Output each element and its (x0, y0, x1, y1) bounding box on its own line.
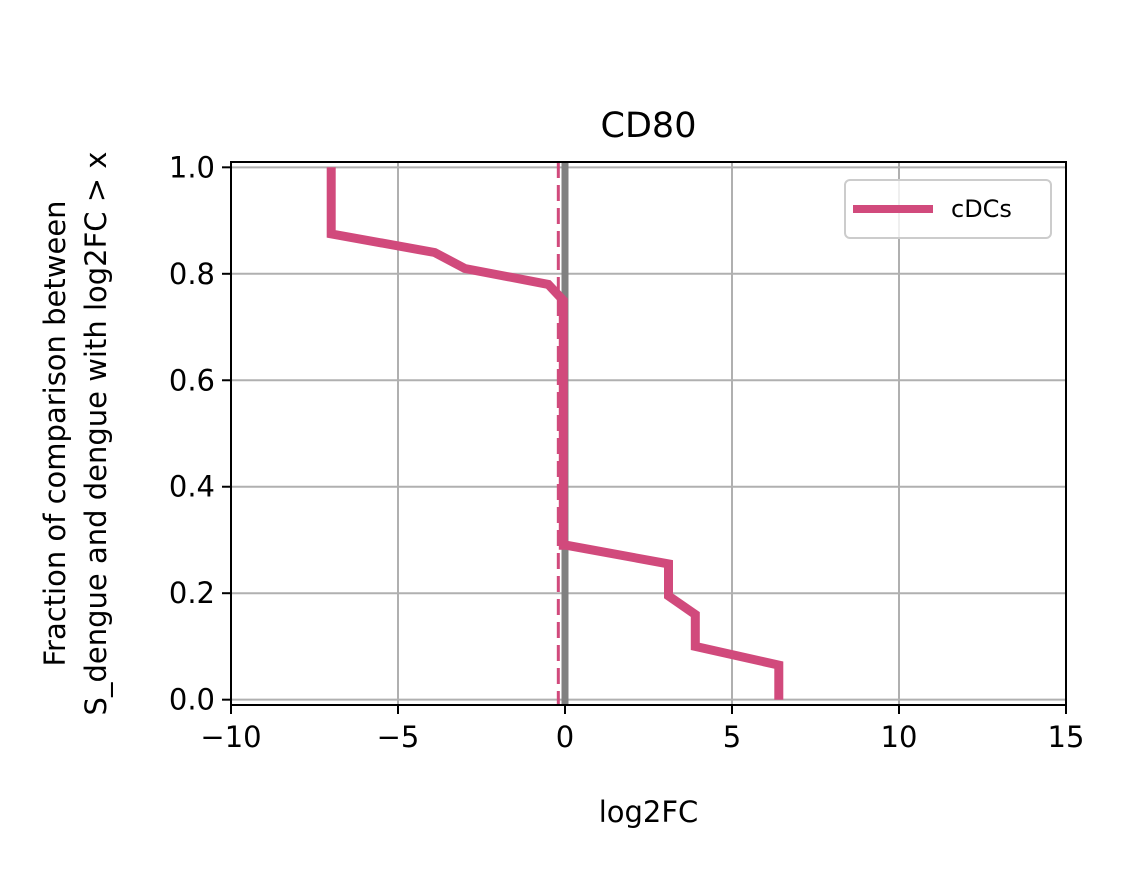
series-layer (326, 167, 784, 700)
y-tick-label: 0.2 (169, 576, 215, 610)
legend-label: cDCs (951, 195, 1012, 223)
x-tick-label: 5 (723, 720, 741, 754)
legend: cDCs (844, 179, 1052, 239)
grid (230, 162, 1067, 705)
x-tick-label: 15 (1048, 720, 1085, 754)
legend-box (844, 179, 1052, 239)
y-tick-label: 0.0 (169, 683, 215, 717)
axes-frame (230, 161, 1067, 706)
y-axis-label-line2: S_dengue and dengue with log2FC > x (79, 152, 113, 716)
x-tick-label: −5 (377, 720, 420, 754)
chart-title: CD80 (601, 106, 697, 146)
y-tick-label: 0.8 (169, 257, 215, 291)
y-ticks: 0.0 0.2 0.4 0.6 0.8 1.0 (169, 150, 231, 717)
y-tick-label: 0.4 (169, 470, 215, 504)
x-tick-label: −10 (200, 720, 261, 754)
x-ticks: −10 −5 0 5 10 15 (200, 705, 1084, 754)
series-line-cDCs (326, 167, 784, 700)
y-tick-label: 0.6 (169, 363, 215, 397)
y-axis-label-line1: Fraction of comparison between (38, 200, 72, 666)
x-axis-label: log2FC (599, 795, 699, 829)
x-tick-label: 0 (556, 720, 574, 754)
y-tick-label: 1.0 (169, 150, 215, 184)
x-tick-label: 10 (881, 720, 918, 754)
